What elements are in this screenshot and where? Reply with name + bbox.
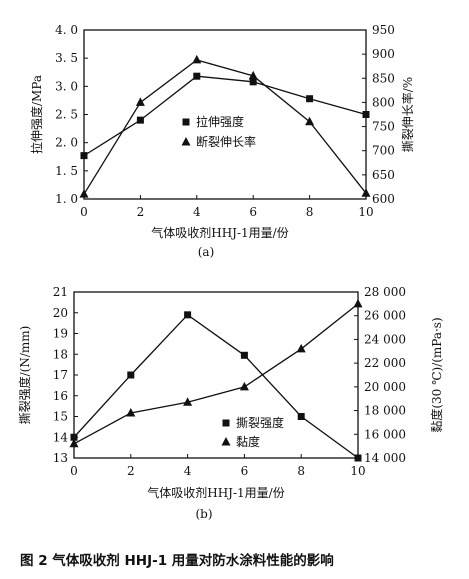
- y-axis-title: 拉伸强度/MPa: [29, 75, 44, 154]
- data-point-square: [193, 72, 201, 80]
- legend-marker-square: [182, 118, 190, 126]
- x-axis-title: 气体吸收剂HHJ-1用量/份: [151, 225, 288, 240]
- figure-caption: 图 2 气体吸收剂 HHJ-1 用量对防水涂料性能的影响: [20, 553, 334, 569]
- y2-tick-label: 900: [372, 47, 395, 61]
- panel-label: (a): [198, 245, 215, 259]
- y-tick-label: 3. 5: [55, 51, 78, 65]
- x-tick-label: 6: [249, 205, 257, 219]
- chart-panel-b: 0 2 4 6 8 10 13 14 15 16 17 18 19 20 21 14 000 16 000 18 …: [17, 285, 444, 521]
- y-tick-label: 19: [53, 327, 68, 341]
- data-point-square: [249, 78, 257, 86]
- series-line-right: [83, 59, 367, 195]
- panel-label: (b): [195, 507, 212, 521]
- y-tick-label: 4. 0: [55, 23, 78, 37]
- data-point-triangle: [248, 70, 258, 80]
- legend-marker-square: [222, 419, 230, 427]
- y-tick-label: 18: [53, 347, 68, 361]
- y2-tick-label: 20 000: [364, 380, 406, 394]
- data-point-square: [297, 413, 305, 420]
- data-point-triangle: [296, 343, 306, 353]
- data-point-square: [136, 116, 144, 124]
- data-point-square: [127, 371, 135, 379]
- legend-label: 拉伸强度: [196, 114, 244, 129]
- y-tick-label: 2. 5: [55, 108, 78, 122]
- y-tick-label: 15: [53, 410, 68, 424]
- y2-tick-label: 850: [372, 71, 395, 85]
- series-line-left: [73, 313, 359, 459]
- y2-tick-label: 14 000: [364, 451, 406, 465]
- x-tick-label: 0: [70, 464, 78, 478]
- y2-tick-label: 950: [372, 23, 395, 37]
- plot-frame: [73, 291, 359, 459]
- data-point-triangle: [239, 381, 249, 391]
- data-point-square: [354, 454, 362, 462]
- x-tick-label: 4: [184, 464, 192, 478]
- data-point-square: [70, 433, 78, 441]
- y2-tick-label: 26 000: [364, 309, 406, 323]
- y2-tick-label: 800: [372, 95, 395, 109]
- x-tick-label: 10: [358, 205, 373, 219]
- legend-label: 黏度: [236, 434, 260, 449]
- x-tick-label: 8: [297, 464, 305, 478]
- y-tick-label: 1. 0: [55, 192, 78, 206]
- data-point-square: [306, 95, 314, 103]
- legend-label: 撕裂强度: [236, 415, 284, 430]
- y-tick-label: 3. 0: [55, 79, 78, 93]
- data-point-triangle: [135, 97, 145, 106]
- y2-tick-label: 18 000: [364, 404, 406, 418]
- data-point-square: [362, 111, 370, 118]
- x-tick-label: 10: [350, 464, 365, 478]
- x-tick-label: 8: [306, 205, 314, 219]
- figure-canvas: 0 2 4 6 8 10 1. 0 1. 5 2. 0 2. 5 3. 0 3. 5 4. 0 600 65…: [17, 23, 444, 521]
- y-tick-label: 20: [53, 306, 68, 320]
- data-point-triangle: [126, 407, 136, 417]
- data-point-triangle: [183, 397, 193, 406]
- x-tick-label: 0: [80, 205, 88, 219]
- data-point-triangle: [79, 189, 89, 198]
- data-point-triangle: [192, 54, 202, 64]
- y-tick-label: 17: [53, 368, 68, 382]
- data-point-triangle: [353, 298, 363, 308]
- data-point-triangle: [361, 188, 371, 197]
- legend-marker-triangle: [221, 437, 231, 446]
- x-tick-label: 4: [193, 205, 201, 219]
- y2-tick-label: 650: [372, 168, 395, 182]
- y2-tick-label: 24 000: [364, 332, 406, 346]
- y-tick-label: 13: [53, 451, 68, 465]
- data-point-square: [240, 351, 248, 359]
- y2-tick-label: 600: [372, 192, 395, 206]
- y2-tick-label: 750: [372, 120, 395, 134]
- y-axis-title: 撕裂强度/(N/mm): [17, 326, 32, 425]
- chart-panel-a: 0 2 4 6 8 10 1. 0 1. 5 2. 0 2. 5 3. 0 3. 5 4. 0 600 65…: [29, 23, 415, 259]
- y-tick-label: 1. 5: [55, 164, 78, 178]
- legend-label: 断裂伸长率: [196, 134, 256, 149]
- data-point-square: [80, 152, 88, 160]
- series-line-right: [73, 303, 359, 445]
- x-axis-title: 气体吸收剂HHJ-1用量/份: [147, 485, 284, 500]
- x-tick-label: 6: [241, 464, 249, 478]
- y-tick-label: 2. 0: [55, 136, 78, 150]
- y2-tick-label: 16 000: [364, 427, 406, 441]
- data-point-square: [184, 311, 192, 319]
- y-tick-label: 21: [53, 285, 68, 299]
- data-point-triangle: [305, 116, 315, 126]
- y2-tick-label: 22 000: [364, 356, 406, 370]
- y2-axis-title: 黏度(30 ℃)/(mPa·s): [429, 317, 444, 432]
- y2-axis-title: 撕裂伸长率/%: [400, 77, 415, 152]
- y-tick-label: 16: [53, 389, 68, 403]
- x-tick-label: 2: [127, 464, 135, 478]
- y2-tick-label: 700: [372, 144, 395, 158]
- x-tick-label: 2: [137, 205, 145, 219]
- legend-marker-triangle: [181, 137, 191, 146]
- y-tick-label: 14: [53, 430, 69, 444]
- y2-tick-label: 28 000: [364, 285, 406, 299]
- series-line-left: [83, 75, 367, 157]
- data-point-triangle: [69, 438, 79, 448]
